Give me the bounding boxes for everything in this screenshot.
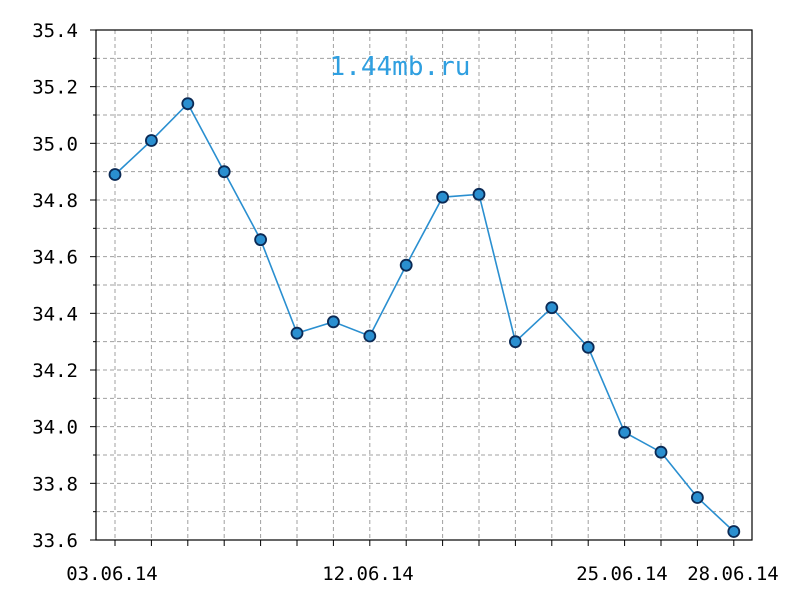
axes [90,29,753,546]
data-point [181,97,195,111]
watermark-text: 1.44mb.ru [330,52,471,82]
data-point [509,335,522,349]
data-point [144,134,158,147]
x-tick-labels: 03.06.14 12.06.14 25.06.14 28.06.14 [66,563,779,585]
data-point [691,491,704,504]
y-tick-label: 34.0 [32,417,78,439]
y-tick-label: 35.4 [32,20,78,42]
data-point [254,233,268,247]
y-tick-label: 35.0 [32,133,78,155]
data-point [727,525,741,538]
data-point [108,168,122,181]
y-tick-labels: 35.4 35.2 35.0 34.8 34.6 34.4 34.2 34.0 33.8 33.6 [32,20,78,552]
series-line [114,102,735,533]
data-point [545,301,559,315]
grid [96,30,752,540]
data-point [290,326,304,340]
data-point [217,165,231,179]
x-tick-label: 25.06.14 [576,563,668,585]
data-point [654,445,668,459]
data-point [399,258,413,272]
y-tick-label: 33.8 [32,473,78,495]
plot-frame [95,29,753,541]
data-point [618,425,631,439]
data-point [472,187,486,201]
y-tick-label: 33.6 [32,530,78,552]
y-tick-label: 34.4 [32,303,78,325]
data-point [436,190,450,204]
y-tick-label: 34.6 [32,247,78,269]
data-point [326,315,340,329]
x-tick-label: 03.06.14 [66,563,158,585]
x-tick-label: 28.06.14 [687,563,779,585]
series-polyline [114,102,735,533]
y-tick-label: 35.2 [32,77,78,99]
data-point [363,329,377,343]
x-tick-label: 12.06.14 [322,563,414,585]
data-point [581,340,595,354]
series-markers [108,97,741,538]
y-tick-label: 34.2 [32,360,78,382]
y-tick-label: 34.8 [32,190,78,212]
